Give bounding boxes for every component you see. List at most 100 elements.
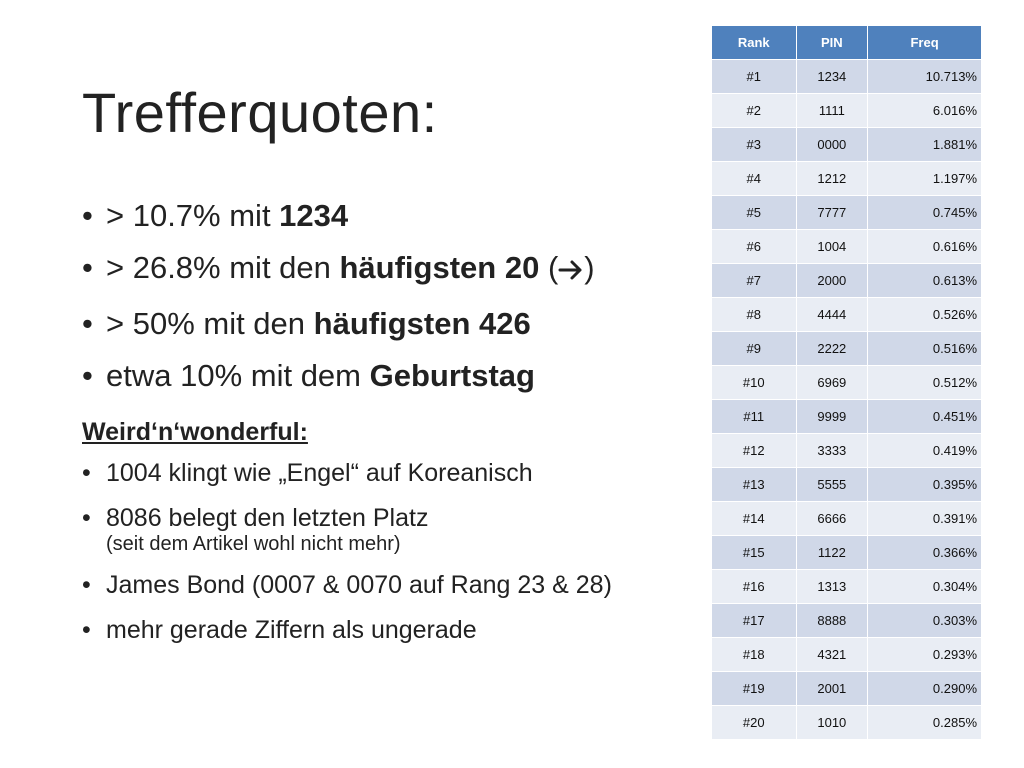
column-header-pin: PIN: [795, 25, 869, 60]
table-row: #5 7777 0.745%: [711, 195, 982, 230]
bullet-text: > 26.8% mit den: [106, 250, 340, 285]
table-row: #16 1313 0.304%: [711, 569, 982, 604]
rank-cell: #20: [711, 705, 797, 740]
freq-cell: 0.745%: [867, 195, 982, 230]
table-row: #12 3333 0.419%: [711, 433, 982, 468]
pin-cell: 2222: [795, 331, 869, 366]
table-row: #17 8888 0.303%: [711, 603, 982, 638]
freq-cell: 0.516%: [867, 331, 982, 366]
table-row: #3 0000 1.881%: [711, 127, 982, 162]
bullet-suffix: (: [539, 250, 559, 285]
freq-cell: 0.303%: [867, 603, 982, 638]
pin-cell: 3333: [795, 433, 869, 468]
table-row: #8 4444 0.526%: [711, 297, 982, 332]
freq-cell: 0.366%: [867, 535, 982, 570]
table-row: #2 1111 6.016%: [711, 93, 982, 128]
sub-bullet-item: James Bond (0007 & 0070 auf Rang 23 & 28…: [82, 570, 612, 600]
bullet-bold-text: häufigsten 20: [339, 250, 540, 285]
bullet-text: etwa 10% mit dem: [106, 358, 370, 393]
rank-cell: #19: [711, 671, 797, 706]
sub-bullet-item: 8086 belegt den letzten Platz (seit dem …: [82, 503, 612, 555]
freq-cell: 0.293%: [867, 637, 982, 672]
pin-cell: 8888: [795, 603, 869, 638]
rank-cell: #9: [711, 331, 797, 366]
subheading: Weird‘n‘wonderful:: [82, 418, 308, 446]
table-row: #20 1010 0.285%: [711, 705, 982, 740]
pin-cell: 0000: [795, 127, 869, 162]
sub-bullet-item: mehr gerade Ziffern als ungerade: [82, 615, 612, 645]
column-header-rank: Rank: [711, 25, 797, 60]
freq-cell: 10.713%: [867, 59, 982, 94]
pin-cell: 1212: [795, 161, 869, 196]
pin-cell: 1004: [795, 229, 869, 264]
freq-cell: 0.304%: [867, 569, 982, 604]
rank-cell: #4: [711, 161, 797, 196]
freq-cell: 0.285%: [867, 705, 982, 740]
freq-cell: 0.613%: [867, 263, 982, 298]
rank-cell: #5: [711, 195, 797, 230]
rank-cell: #14: [711, 501, 797, 536]
rank-cell: #3: [711, 127, 797, 162]
pin-cell: 7777: [795, 195, 869, 230]
rank-cell: #8: [711, 297, 797, 332]
right-arrow-icon: [558, 246, 584, 298]
rank-cell: #17: [711, 603, 797, 638]
table-row: #7 2000 0.613%: [711, 263, 982, 298]
freq-cell: 0.616%: [867, 229, 982, 264]
table-row: #15 1122 0.366%: [711, 535, 982, 570]
main-bullet-list: > 10.7% mit 1234 > 26.8% mit den häufigs…: [82, 190, 595, 402]
pin-cell: 9999: [795, 399, 869, 434]
table-row: #4 1212 1.197%: [711, 161, 982, 196]
table-row: #10 6969 0.512%: [711, 365, 982, 400]
pin-cell: 2001: [795, 671, 869, 706]
rank-cell: #18: [711, 637, 797, 672]
rank-cell: #15: [711, 535, 797, 570]
bullet-item: > 10.7% mit 1234: [82, 190, 595, 242]
table-row: #14 6666 0.391%: [711, 501, 982, 536]
freq-cell: 1.197%: [867, 161, 982, 196]
freq-cell: 0.451%: [867, 399, 982, 434]
freq-cell: 0.526%: [867, 297, 982, 332]
rank-cell: #13: [711, 467, 797, 502]
table-row: #13 5555 0.395%: [711, 467, 982, 502]
rank-cell: #1: [711, 59, 797, 94]
rank-cell: #2: [711, 93, 797, 128]
sub-bullet-text: 8086 belegt den letzten Platz: [106, 504, 429, 532]
bullet-bold-text: häufigsten 426: [313, 306, 531, 341]
pin-cell: 1122: [795, 535, 869, 570]
freq-cell: 0.290%: [867, 671, 982, 706]
bullet-text: > 50% mit den: [106, 306, 314, 341]
sub-bullet-text: mehr gerade Ziffern als ungerade: [106, 616, 477, 644]
rank-cell: #7: [711, 263, 797, 298]
bullet-item: > 26.8% mit den häufigsten 20 (): [82, 242, 595, 298]
pin-cell: 6666: [795, 501, 869, 536]
table-row: #19 2001 0.290%: [711, 671, 982, 706]
bullet-bold-text: 1234: [279, 198, 349, 233]
sub-bullet-text: 1004 klingt wie „Engel“ auf Koreanisch: [106, 459, 533, 487]
table-header-row: Rank PIN Freq: [711, 25, 982, 60]
freq-cell: 1.881%: [867, 127, 982, 162]
freq-cell: 6.016%: [867, 93, 982, 128]
table-row: #18 4321 0.293%: [711, 637, 982, 672]
bullet-item: etwa 10% mit dem Geburtstag: [82, 350, 595, 402]
sub-bullet-note: (seit dem Artikel wohl nicht mehr): [106, 533, 401, 555]
column-header-freq: Freq: [867, 25, 982, 60]
bullet-suffix-end: ): [584, 250, 595, 285]
freq-cell: 0.512%: [867, 365, 982, 400]
pin-cell: 5555: [795, 467, 869, 502]
rank-cell: #16: [711, 569, 797, 604]
pin-cell: 1010: [795, 705, 869, 740]
freq-cell: 0.395%: [867, 467, 982, 502]
bullet-text: > 10.7% mit: [106, 198, 280, 233]
freq-cell: 0.419%: [867, 433, 982, 468]
rank-cell: #6: [711, 229, 797, 264]
sub-bullet-list: 1004 klingt wie „Engel“ auf Koreanisch 8…: [82, 458, 612, 660]
pin-cell: 2000: [795, 263, 869, 298]
bullet-item: > 50% mit den häufigsten 426: [82, 298, 595, 350]
table-row: #1 1234 10.713%: [711, 59, 982, 94]
sub-bullet-item: 1004 klingt wie „Engel“ auf Koreanisch: [82, 458, 612, 488]
slide-title: Trefferquoten:: [82, 81, 438, 144]
pin-cell: 1313: [795, 569, 869, 604]
rank-cell: #11: [711, 399, 797, 434]
pin-cell: 4444: [795, 297, 869, 332]
